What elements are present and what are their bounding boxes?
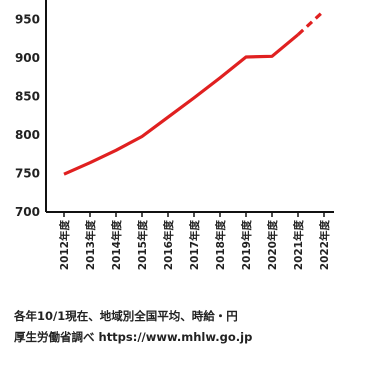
- x-tick-label: 2012年度: [58, 220, 71, 271]
- y-tick-label: 700: [15, 205, 40, 219]
- x-tick-label: 2016年度: [162, 220, 175, 271]
- x-tick-label: 2020年度: [266, 220, 279, 271]
- x-tick-label: 2015年度: [136, 220, 149, 271]
- y-tick-label: 900: [15, 51, 40, 65]
- y-tick-label: 750: [15, 166, 40, 180]
- series-line: [63, 33, 300, 176]
- x-tick-label: 2013年度: [84, 220, 97, 271]
- x-tick-label: 2019年度: [240, 220, 253, 271]
- footer-note-line: 各年10/1現在、地域別全国平均、時給・円: [14, 309, 238, 323]
- y-tick-label: 950: [15, 12, 40, 26]
- x-tick-label: 2022年度: [318, 220, 331, 271]
- chart-footer: 各年10/1現在、地域別全国平均、時給・円 厚生労働省調べ https://ww…: [14, 306, 369, 348]
- x-axis-ticks: 2012年度 2013年度 2014年度 2015年度 2016年度 2017年度 2018…: [58, 212, 331, 270]
- series-projection-line: [296, 9, 326, 36]
- footer-source-line: 厚生労働省調べ https://www.mhlw.go.jp: [14, 330, 253, 344]
- y-tick-label: 850: [15, 89, 40, 103]
- x-tick-label: 2014年度: [110, 220, 123, 271]
- x-tick-label: 2017年度: [188, 220, 201, 271]
- series-layer: [63, 9, 326, 176]
- x-tick-label: 2018年度: [214, 220, 227, 271]
- y-tick-label: 800: [15, 128, 40, 142]
- y-axis-ticks: 950 900 850 800 750 700: [15, 12, 40, 219]
- x-tick-label: 2021年度: [292, 220, 305, 271]
